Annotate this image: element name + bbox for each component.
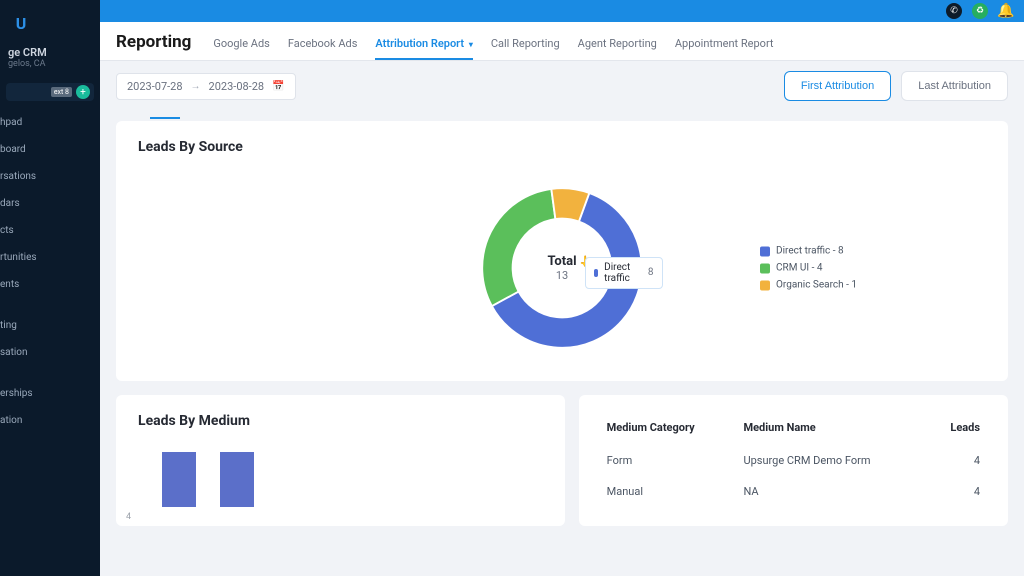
main-panel: ✆ ♻ 🔔 Reporting Google Ads Facebook Ads … [100, 0, 1024, 576]
tab-facebook-ads[interactable]: Facebook Ads [288, 37, 358, 60]
sidebar-nav-secondary: ting sation [0, 312, 100, 366]
brand-logo[interactable]: U [0, 6, 100, 40]
filter-row: 2023-07-28 → 2023-08-28 📅 First Attribut… [100, 61, 1024, 111]
sidebar-item[interactable]: sation [0, 339, 100, 366]
bar-chart[interactable] [162, 447, 543, 507]
sidebar-item[interactable]: ents [0, 271, 100, 298]
phone-icon[interactable]: ✆ [946, 3, 962, 19]
y-axis-tick: 4 [126, 512, 131, 522]
table-cell: NA [739, 477, 929, 506]
app-root: U ge CRM gelos, CA ext 8 + hpad board rs… [0, 0, 1024, 576]
tab-call-reporting[interactable]: Call Reporting [491, 37, 560, 60]
legend-label: Direct traffic - 8 [776, 246, 844, 257]
account-location: gelos, CA [8, 59, 92, 69]
table-cell: Upsurge CRM Demo Form [739, 446, 929, 475]
sidebar-item[interactable]: board [0, 136, 100, 163]
sidebar-item[interactable]: rsations [0, 163, 100, 190]
tab-agent-reporting[interactable]: Agent Reporting [578, 37, 657, 60]
date-range-picker[interactable]: 2023-07-28 → 2023-08-28 📅 [116, 73, 296, 100]
sidebar-nav-tertiary: erships ation [0, 380, 100, 450]
tab-appointment-report[interactable]: Appointment Report [675, 37, 774, 60]
donut-total-label: Total [547, 254, 576, 269]
report-tabs: Google Ads Facebook Ads Attribution Repo… [213, 37, 773, 60]
date-from: 2023-07-28 [127, 80, 183, 93]
table-cell: 4 [931, 477, 984, 506]
legend-swatch [760, 280, 770, 290]
bar[interactable] [220, 452, 254, 507]
donut-legend: Direct traffic - 8 CRM UI - 4 Organic Se… [760, 240, 857, 297]
card-title: Leads By Medium [138, 413, 543, 429]
content-scroll[interactable]: Leads By Source Total 13 👆 Direct traffi… [100, 121, 1024, 576]
brand-logo-glyph: U [8, 10, 34, 36]
sidebar-item[interactable]: cts [0, 217, 100, 244]
account-name: ge CRM [8, 46, 92, 59]
bar[interactable] [162, 452, 196, 507]
page-title: Reporting [116, 32, 191, 52]
tab-attribution-report[interactable]: Attribution Report ▾ [375, 37, 472, 60]
legend-item[interactable]: CRM UI - 4 [760, 263, 857, 274]
table-cell: Form [603, 446, 738, 475]
donut-area: Total 13 👆 Direct traffic 8 Di [138, 173, 986, 363]
leads-by-medium-card: Leads By Medium 4 [116, 395, 565, 526]
first-attribution-button[interactable]: First Attribution [784, 71, 891, 101]
cart-icon[interactable]: ♻ [972, 3, 988, 19]
leads-by-source-card: Leads By Source Total 13 👆 Direct traffi… [116, 121, 1008, 381]
sidebar-item[interactable] [0, 434, 100, 450]
sidebar-item[interactable]: ation [0, 407, 100, 434]
last-attribution-button[interactable]: Last Attribution [901, 71, 1008, 101]
sidebar-item[interactable]: rtunities [0, 244, 100, 271]
account-switcher[interactable]: ge CRM gelos, CA [0, 40, 100, 79]
sidebar-item[interactable]: ting [0, 312, 100, 339]
bell-icon[interactable]: 🔔 [998, 3, 1014, 19]
sidebar-nav-primary: hpad board rsations dars cts rtunities e… [0, 109, 100, 298]
tooltip-value: 8 [648, 267, 654, 278]
sidebar-item[interactable]: dars [0, 190, 100, 217]
tooltip-swatch [594, 269, 598, 277]
arrow-right-icon: → [191, 81, 201, 92]
tab-google-ads[interactable]: Google Ads [213, 37, 270, 60]
sidebar-add-button[interactable]: + [76, 85, 90, 99]
legend-label: CRM UI - 4 [776, 263, 822, 274]
page-header: Reporting Google Ads Facebook Ads Attrib… [100, 22, 1024, 61]
table-header[interactable]: Leads [931, 415, 984, 444]
table-header[interactable]: Medium Category [603, 415, 738, 444]
tab-label: Attribution Report [375, 37, 464, 50]
legend-label: Organic Search - 1 [776, 280, 857, 291]
sidebar-item[interactable]: erships [0, 380, 100, 407]
sub-tab-indicator [100, 111, 1024, 121]
date-to: 2023-08-28 [209, 80, 265, 93]
tooltip-label: Direct traffic [604, 262, 634, 284]
attribution-toggle: First Attribution Last Attribution [784, 71, 1008, 101]
legend-item[interactable]: Organic Search - 1 [760, 280, 857, 291]
table-cell: Manual [603, 477, 738, 506]
bottom-panels: Leads By Medium 4 Medium Category Medium… [116, 395, 1008, 526]
card-title: Leads By Source [138, 139, 986, 155]
table-row[interactable]: FormUpsurge CRM Demo Form4 [603, 446, 984, 475]
table-cell: 4 [931, 446, 984, 475]
donut-chart[interactable]: Total 13 👆 Direct traffic 8 Di [467, 173, 657, 363]
sidebar-badge: ext 8 [51, 87, 72, 97]
sidebar: U ge CRM gelos, CA ext 8 + hpad board rs… [0, 0, 100, 576]
chevron-down-icon: ▾ [469, 40, 473, 49]
sidebar-search[interactable]: ext 8 + [6, 83, 94, 101]
medium-table: Medium Category Medium Name Leads FormUp… [601, 413, 986, 508]
topbar: ✆ ♻ 🔔 [100, 0, 1024, 22]
table-header[interactable]: Medium Name [739, 415, 929, 444]
legend-swatch [760, 263, 770, 273]
sidebar-item[interactable]: hpad [0, 109, 100, 136]
calendar-icon: 📅 [272, 81, 284, 92]
legend-swatch [760, 246, 770, 256]
donut-tooltip: Direct traffic 8 [585, 257, 663, 289]
medium-table-card: Medium Category Medium Name Leads FormUp… [579, 395, 1008, 526]
donut-total-value: 13 [556, 269, 568, 282]
table-row[interactable]: ManualNA4 [603, 477, 984, 506]
legend-item[interactable]: Direct traffic - 8 [760, 246, 857, 257]
